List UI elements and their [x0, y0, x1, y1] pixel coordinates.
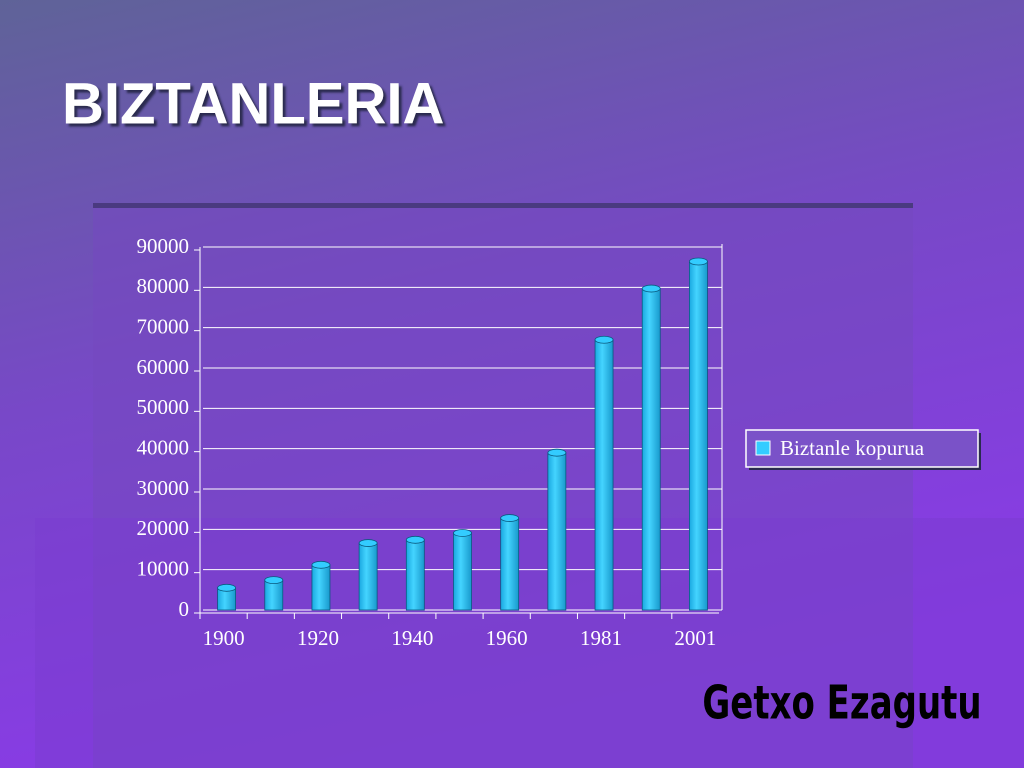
legend-swatch — [755, 440, 771, 456]
bar-cap — [689, 257, 708, 266]
legend-box — [745, 429, 979, 468]
plot: 0 10000 20000 30000 40000 50000 60000 70000 8000… — [137, 234, 981, 650]
bar-cap — [500, 514, 520, 522]
slide-title: BIZTANLERIA — [62, 71, 444, 136]
y-tick-label: 50000 — [137, 395, 190, 419]
y-tick-label: 10000 — [137, 556, 190, 580]
y-tick-label: 70000 — [137, 314, 190, 338]
x-tick-label: 2001 — [674, 626, 716, 650]
bar-cap — [405, 535, 425, 544]
y-tick-label: 30000 — [137, 476, 190, 500]
x-tick-label: 1900 — [203, 626, 245, 650]
bar-cap — [358, 539, 378, 547]
y-tick-label: 90000 — [137, 234, 190, 258]
x-tick-label: 1940 — [391, 626, 433, 650]
bar-cap — [453, 529, 472, 537]
y-tick-label: 20000 — [137, 516, 190, 540]
bar-cap — [264, 576, 284, 585]
legend-label: Biztanle kopurua — [780, 436, 925, 460]
bar — [358, 542, 378, 611]
bar — [641, 288, 661, 611]
x-tick-label: 1920 — [297, 626, 339, 650]
bar — [500, 517, 520, 611]
bar — [689, 261, 708, 611]
bar-cap — [594, 335, 614, 344]
bar — [311, 564, 331, 611]
bar — [594, 339, 614, 611]
bar-cap — [547, 448, 567, 457]
bar — [264, 579, 284, 611]
x-tick-label: 1981 — [580, 626, 622, 650]
x-tick-label: 1960 — [486, 626, 528, 650]
y-tick-label: 60000 — [137, 355, 190, 379]
bar — [405, 539, 425, 611]
bar — [453, 532, 472, 611]
y-tick-label: 0 — [179, 597, 190, 621]
bar — [547, 452, 567, 611]
panel-edge — [93, 203, 913, 208]
y-tick-label: 40000 — [137, 435, 190, 459]
bar-cap — [217, 583, 236, 592]
bar-cap — [311, 560, 331, 569]
footer-label: Getxo Ezagutu — [702, 675, 981, 730]
bar-cap — [641, 284, 661, 293]
y-tick-label: 80000 — [137, 274, 190, 298]
